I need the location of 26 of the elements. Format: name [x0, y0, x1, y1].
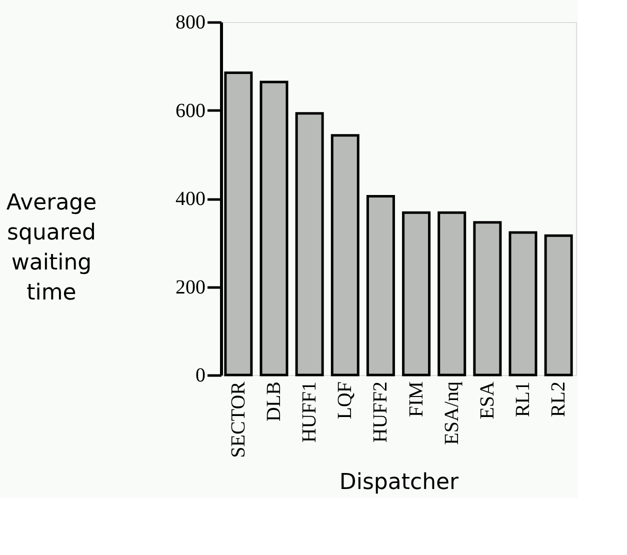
- bar: [260, 80, 288, 376]
- x-tick-label: ESA/nq: [440, 382, 463, 445]
- bar: [402, 211, 431, 376]
- bar: [295, 112, 324, 376]
- x-tick-label: RL1: [512, 382, 534, 418]
- x-tick-label: LQF: [334, 382, 356, 420]
- y-tick-label: 400: [176, 188, 206, 210]
- x-tick-label: RL2: [548, 382, 570, 418]
- bar: [330, 134, 360, 376]
- y-tick-label: 800: [176, 12, 206, 34]
- y-tick-label: 600: [176, 100, 206, 122]
- bar: [438, 211, 466, 376]
- x-axis-title: Dispatcher: [339, 470, 460, 495]
- bar: [473, 221, 502, 376]
- x-tick-label: ESA: [476, 380, 498, 420]
- y-tick-label: 200: [176, 276, 206, 298]
- bar: [544, 234, 573, 376]
- x-tick-label: DLB: [263, 382, 285, 422]
- y-axis-title: Average squared waiting time: [6, 190, 97, 306]
- x-tick-label: HUFF2: [370, 382, 392, 443]
- y-tick-label: 0: [196, 364, 206, 386]
- bar: [366, 195, 395, 376]
- bar: [508, 231, 538, 376]
- x-tick-label: FIM: [405, 381, 428, 418]
- x-tick-label: SECTOR: [227, 380, 250, 458]
- x-tick-label: HUFF1: [298, 382, 321, 443]
